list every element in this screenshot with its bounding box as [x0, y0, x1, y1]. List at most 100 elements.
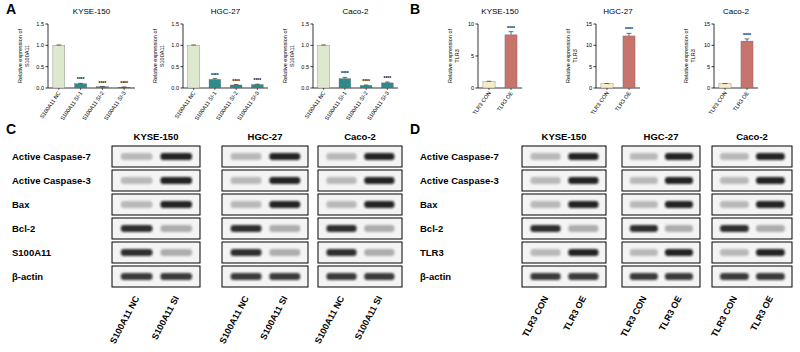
x-tick-label: S100A11 NC: [173, 90, 196, 119]
chart-title: Caco-2: [723, 7, 749, 16]
bar: [741, 41, 753, 88]
blot-band: [121, 153, 153, 160]
blot-row-label: Bax: [420, 199, 438, 210]
cell-line-label: Caco-2: [736, 131, 768, 142]
blot-band: [530, 177, 560, 184]
x-tick-label: S100A11 SI-3: [236, 90, 260, 121]
bar: [53, 45, 65, 88]
blot-band: [364, 225, 394, 232]
x-tick-label: TLR3 OE: [496, 90, 514, 112]
blot-frame: [112, 146, 200, 167]
bar-chart: KYSE-150Relative expression ofTLR30510TL…: [447, 7, 522, 116]
y-label-line: Relative expression of: [282, 28, 288, 83]
x-tick-label: TLR3 CON: [589, 90, 610, 116]
x-tick-label: TLR3 CON: [471, 90, 492, 116]
cell-line-label: Caco-2: [344, 131, 376, 142]
blot-frame: [622, 146, 700, 167]
blot-frame: [522, 242, 606, 263]
x-tick: [725, 88, 726, 90]
marks: [188, 45, 263, 88]
bar: [339, 79, 351, 88]
chart-title: HGC-27: [603, 7, 633, 16]
y-tick: [181, 45, 184, 46]
y-tick-label: 0.0: [36, 85, 44, 91]
blot-frame: [522, 194, 606, 215]
blot-frame: [222, 194, 308, 215]
bar: [188, 45, 200, 88]
error-bar: [364, 85, 369, 86]
bar: [505, 35, 517, 88]
blot-frame: [318, 194, 402, 215]
y-axis-label: Relative expression ofS100A11: [152, 28, 164, 83]
blot-band: [756, 177, 785, 184]
lane-label: S100A11 NC: [108, 294, 142, 346]
blot-frame: [112, 194, 200, 215]
error-bar: [487, 81, 492, 82]
y-tick: [181, 24, 184, 25]
blot-row-label: S100A11: [12, 247, 52, 258]
x-tick: [214, 88, 215, 90]
blot-row-label: Bcl-2: [420, 223, 443, 234]
y-tick-label: 0: [471, 85, 474, 91]
significance: ****: [625, 26, 633, 32]
significance: ****: [232, 78, 240, 84]
x-tick: [102, 88, 103, 90]
blot-row-label: Active Caspase-7: [12, 151, 91, 162]
x-tick-label: S100A11 SI-1: [323, 90, 347, 121]
blot-band: [121, 273, 153, 280]
y-tick: [594, 45, 597, 46]
blot-frame: [712, 194, 792, 215]
error-bar: [100, 86, 105, 87]
blot-band: [269, 177, 300, 184]
bar-chart: Caco-2Relative expression ofTLR3051015TL…: [683, 7, 758, 116]
blot-band: [160, 249, 192, 256]
blot-frame: [712, 146, 792, 167]
y-axis: [313, 24, 314, 88]
panel-label: A: [6, 1, 16, 17]
x-tick-label: S100A11 NC: [303, 90, 326, 119]
blot-band: [269, 201, 300, 208]
y-tick-label: 0.0: [301, 85, 309, 91]
blot-band: [530, 273, 560, 280]
blot-band: [160, 273, 192, 280]
lane-label: S100A11 SI: [353, 294, 384, 341]
x-tick-label: TLR3 OE: [732, 90, 750, 112]
western-blot-panel: Active Caspase-7Active Caspase-3BaxBcl-2…: [12, 131, 402, 345]
y-tick: [712, 88, 715, 89]
y-label-line: TLR3: [690, 49, 696, 62]
y-axis-label: Relative expression ofTLR3: [447, 28, 459, 83]
blot-frame: [222, 242, 308, 263]
y-tick: [476, 56, 479, 57]
bar: [360, 85, 372, 88]
error-bar: [723, 83, 728, 84]
cell-line-label: KYSE-150: [542, 131, 587, 142]
bar-chart: KYSE-150Relative expression ofS100A110.0…: [17, 7, 135, 121]
blot-band: [121, 225, 153, 232]
blot-frame: [112, 266, 200, 287]
blot-frame: [712, 266, 792, 287]
y-tick: [311, 66, 314, 67]
blot-frame: [318, 170, 402, 191]
blot-band: [326, 177, 356, 184]
error-bar: [78, 83, 83, 84]
blot-band: [364, 177, 394, 184]
blot-frame: [622, 218, 700, 239]
significance: ****: [743, 32, 751, 38]
blot-band: [269, 225, 300, 232]
y-label-line: Relative expression of: [152, 28, 158, 83]
y-tick-label: 5: [707, 64, 710, 70]
blot-band: [720, 201, 749, 208]
x-tick-label: S100A11 SI-2: [345, 90, 369, 121]
blot-frame: [522, 218, 606, 239]
blot-band: [364, 201, 394, 208]
blot-band: [568, 201, 598, 208]
y-tick: [712, 24, 715, 25]
blot-frame: [318, 146, 402, 167]
y-axis: [48, 24, 49, 88]
blot-frame: [318, 242, 402, 263]
y-tick-label: 0.5: [36, 64, 44, 70]
y-tick-label: 10: [704, 42, 710, 48]
y-tick: [46, 66, 49, 67]
marks: [601, 33, 635, 88]
blot-band: [121, 201, 153, 208]
